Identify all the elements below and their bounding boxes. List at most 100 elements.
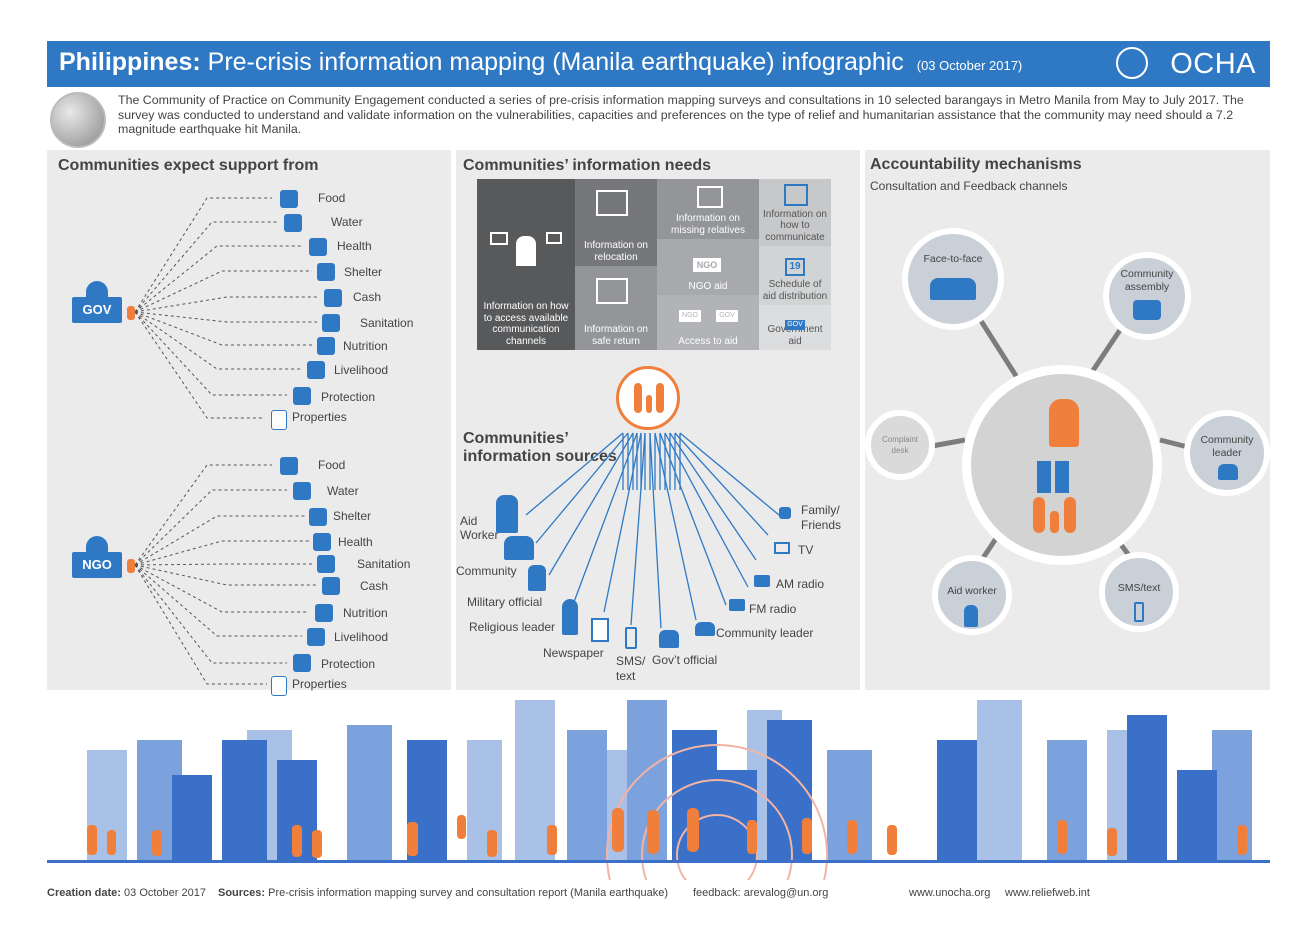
title-country: Philippines: [59,48,201,76]
accountability-panel: Accountability mechanisms Consultation a… [865,150,1270,690]
sources-line: Sources: Pre-crisis information mapping … [218,887,668,899]
tile-label: Information on missing relatives [671,213,745,236]
family-comm-icon [490,212,562,272]
government-icon [659,630,679,648]
ocha-logo: OCHA [1170,48,1256,80]
creation-label: Creation date: [47,887,121,899]
mobile-phone-icon [625,627,637,649]
missing-person-icon [697,186,723,208]
cash-icon [322,577,340,595]
gov-building-icon: GOV [69,277,129,327]
source-community: Community [456,564,517,578]
livelihood-icon [307,361,325,379]
gov-item-water: Water [331,215,363,229]
tile-label: Schedule of aid distribution [762,279,828,302]
aid-worker-icon [496,495,518,533]
support-connectors [134,197,319,685]
gov-item-livelihood: Livelihood [334,363,389,377]
am-radio-icon [754,575,770,587]
shelter-icon [309,508,327,526]
city-skyline-illustration [47,700,1270,880]
document-icon [271,410,287,430]
tile-label: Information on relocation [584,240,648,263]
channel-complaint-desk: Complaint desk [865,410,935,480]
source-govt-official: Gov’t official [652,653,718,667]
nutrition-icon [315,604,333,622]
ngo-item-water: Water [327,484,359,498]
water-icon [293,482,311,500]
channel-label: Complaint desk [881,435,918,455]
sources-label: Sources: [218,887,266,899]
source-family-friends: Family/ Friends [801,503,842,532]
leader-icon [1218,464,1238,480]
source-newspaper: Newspaper [543,646,604,660]
protection-icon [293,387,311,405]
tv-icon [774,542,790,554]
source-sms-text: SMS/ text [616,654,646,683]
channel-aid-worker: Aid worker [932,555,1012,635]
page-title: Philippines: Pre-crisis information mapp… [59,48,1022,77]
sources-value: Pre-crisis information mapping survey an… [268,887,668,899]
intro-text: The Community of Practice on Community E… [118,93,1244,136]
ngo-building-icon: NGO [69,533,129,583]
gov-item-cash: Cash [353,290,382,304]
un-emblem-icon [1116,47,1148,79]
tile-label: Access to aid [678,335,738,347]
central-circle [962,365,1162,565]
ngo-item-livelihood: Livelihood [334,630,389,644]
gov-label: GOV [72,297,122,323]
gov-item-protection: Protection [321,390,376,404]
header-bar: Philippines: Pre-crisis information mapp… [47,41,1270,87]
creation-date: Creation date: 03 October 2017 [47,887,206,899]
source-military: Military official [467,595,543,609]
source-community-leader: Community leader [716,626,814,640]
person-icon [127,559,135,573]
sources-title-2: information sources [463,448,617,465]
channel-label: Community leader [1200,434,1254,459]
gov-item-food: Food [318,191,346,205]
nutrition-icon [317,337,335,355]
title-text: Pre-crisis information mapping (Manila e… [207,48,904,76]
gov-item-shelter: Shelter [344,265,383,279]
livelihood-icon [307,628,325,646]
gov-item-health: Health [337,239,372,253]
document-icon [271,676,287,696]
creation-value: 03 October 2017 [124,887,206,899]
phone-icon [784,184,808,206]
ngo-item-cash: Cash [360,579,389,593]
accountability-title: Accountability mechanisms [870,156,1082,173]
gov-item-nutrition: Nutrition [343,339,388,353]
support-title: Communities expect support from [58,157,319,174]
aid-worker-icon [964,605,978,627]
ngo-item-properties: Properties [292,677,347,691]
health-icon [309,238,327,256]
ngo-item-food: Food [318,458,346,472]
globe-icon [50,92,106,148]
newspaper-icon [591,618,609,642]
tile-label: Information on safe return [584,324,648,347]
source-aid-worker: Aid Worker [460,514,499,542]
family-icon [1033,497,1083,533]
assembly-icon [1133,300,1161,320]
reliefweb-link[interactable]: www.reliefweb.int [1005,887,1090,899]
channel-label: SMS/text [1117,582,1161,594]
needs-title: Communities’ information needs [463,157,712,174]
needs-tile-relocation: Information on relocation [575,179,657,266]
sanitation-icon [317,555,335,573]
needs-tile-safe-return: Information on safe return [575,266,657,350]
traveler-icon [1049,399,1079,447]
feedback-email[interactable]: feedback: arevalog@un.org [693,887,829,899]
ngo-building-icon: NGO [693,258,721,272]
ngo-label: NGO [72,552,122,578]
gov-small-icon: GOV [716,310,738,322]
person-icon [127,306,135,320]
title-date: (03 October 2017) [916,58,1023,73]
channel-face-to-face: Face-to-face [902,228,1004,330]
unocha-link[interactable]: www.unocha.org [909,887,991,899]
family-friends-icon [779,507,791,519]
tile-label: Information on how to access available c… [483,301,569,347]
ngo-item-health: Health [338,535,373,549]
source-fm-radio: FM radio [749,602,797,616]
channel-label: Community assembly [1120,268,1174,293]
water-icon [284,214,302,232]
